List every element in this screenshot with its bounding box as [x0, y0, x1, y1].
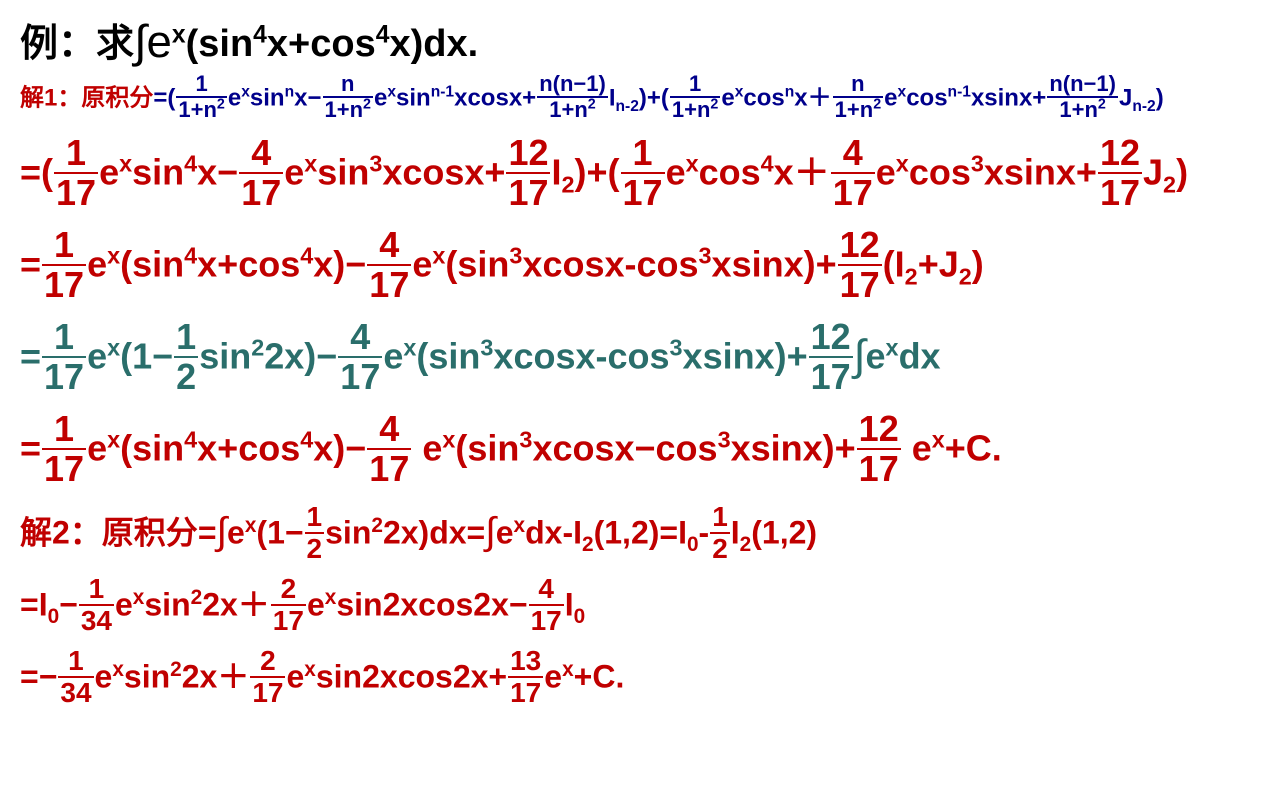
title-prefix: 例：求	[20, 23, 134, 65]
sol1-result: =117ex(sin4x+cos4x)−417 ex(sin3xcosx−cos…	[20, 413, 1260, 489]
frac: 117	[621, 135, 665, 211]
frac: 117	[42, 411, 86, 487]
frac: 417	[239, 135, 283, 211]
frac: 12	[174, 319, 198, 395]
sol2-step1: 解2：原积分=∫ex(1−12sin22x)dx=∫exdx-I2(1,2)=I…	[20, 505, 1260, 565]
problem-title: 例：求∫ex(sin4x+cos4x)dx.	[20, 12, 1260, 67]
sol1-recurrence: 解1：原积分=(11+n2exsinnx−n1+n2exsinn-1xcosx+…	[20, 75, 1260, 123]
sol1-step3: =117ex(1−12sin22x)−417ex(sin3xcosx-cos3x…	[20, 321, 1260, 397]
frac: 11+n2	[176, 73, 226, 121]
sol2-step2: =I0−134exsin22x＋217exsin2xcos2x−417I0	[20, 577, 1260, 637]
frac: 134	[58, 647, 93, 707]
frac: 134	[79, 575, 114, 635]
frac: n1+n2	[323, 73, 373, 121]
frac: 1217	[506, 135, 550, 211]
frac: 1217	[1098, 135, 1142, 211]
frac: 417	[338, 319, 382, 395]
frac: 1217	[857, 411, 901, 487]
frac: 417	[529, 575, 564, 635]
frac: 417	[831, 135, 875, 211]
frac: 11+n2	[670, 73, 720, 121]
sol1-step1: =(117exsin4x−417exsin3xcosx+1217I2)+(117…	[20, 137, 1260, 213]
frac: n1+n2	[833, 73, 883, 121]
frac: n(n−1)1+n2	[537, 73, 608, 121]
frac: 12	[710, 503, 730, 563]
frac: 1217	[809, 319, 853, 395]
frac: 1317	[508, 647, 543, 707]
frac: 117	[42, 227, 86, 303]
frac: 417	[367, 411, 411, 487]
sol2-label: 解2：原积分	[20, 514, 198, 550]
frac: 217	[271, 575, 306, 635]
frac: 1217	[838, 227, 882, 303]
frac: 12	[305, 503, 325, 563]
sol1-label: 解1：原积分	[20, 84, 153, 111]
frac: 117	[54, 135, 98, 211]
frac: 417	[367, 227, 411, 303]
integral-sign: ∫	[485, 510, 496, 553]
frac: n(n−1)1+n2	[1047, 73, 1118, 121]
frac: 117	[42, 319, 86, 395]
sol1-step2: =117ex(sin4x+cos4x)−417ex(sin3xcosx-cos3…	[20, 229, 1260, 305]
integral-sign: ∫	[217, 510, 228, 553]
integral-sign: ∫e	[134, 16, 172, 67]
frac: 217	[250, 647, 285, 707]
sol2-result: =−134exsin22x＋217exsin2xcos2x+1317ex+C.	[20, 649, 1260, 709]
integral-sign: ∫	[854, 332, 866, 380]
